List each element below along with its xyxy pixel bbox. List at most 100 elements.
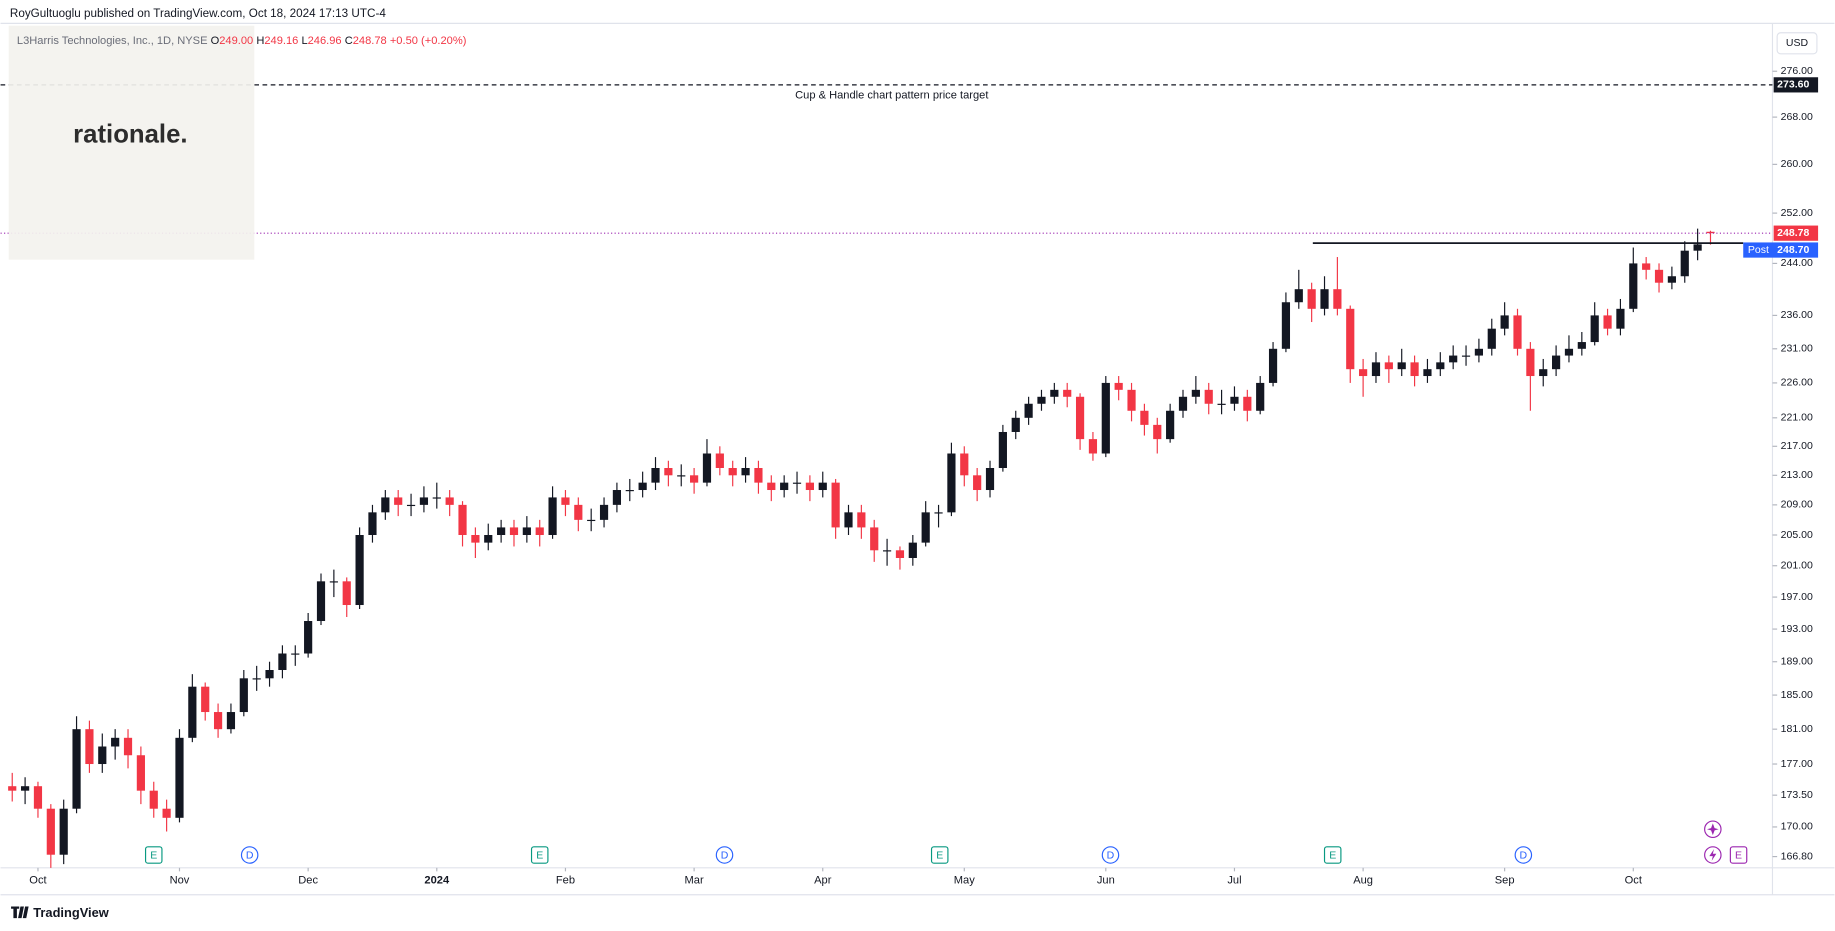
candle-body bbox=[1654, 269, 1664, 283]
candle-body bbox=[445, 497, 454, 505]
candle-body bbox=[239, 678, 248, 713]
event-badge[interactable] bbox=[1514, 846, 1533, 864]
candle-body bbox=[484, 535, 493, 543]
legend-value: 249.00 bbox=[219, 35, 253, 47]
candle-body bbox=[1320, 289, 1329, 309]
candle-body bbox=[1642, 263, 1651, 270]
y-tick-label: 252.00 bbox=[1781, 207, 1813, 219]
candle-body bbox=[1423, 369, 1432, 377]
candle-body bbox=[998, 431, 1007, 469]
candle-body bbox=[934, 512, 943, 514]
event-badge[interactable] bbox=[1101, 846, 1120, 864]
candle-body bbox=[792, 482, 802, 484]
candle-body bbox=[1166, 410, 1175, 440]
candle-body bbox=[921, 512, 930, 543]
legend-value: 249.16 bbox=[264, 35, 298, 47]
candle-body bbox=[1127, 389, 1136, 411]
x-tick-label: Sep bbox=[1495, 875, 1515, 887]
icon bbox=[1706, 823, 1719, 836]
candle-body bbox=[1371, 362, 1381, 377]
candle-body bbox=[612, 490, 622, 505]
candle-body bbox=[1461, 355, 1471, 357]
y-tick-label: 201.00 bbox=[1781, 560, 1813, 572]
candle-body bbox=[1539, 369, 1548, 377]
currency[interactable]: USD bbox=[1786, 37, 1809, 49]
candle-body bbox=[98, 746, 107, 765]
candle-body bbox=[522, 527, 531, 536]
plot-area bbox=[0, 84, 1773, 868]
candle-body bbox=[1410, 362, 1419, 377]
event-badge[interactable] bbox=[715, 846, 734, 864]
candle-body bbox=[342, 581, 351, 606]
y-tick-label: 244.00 bbox=[1781, 257, 1813, 269]
y-tick-label: 170.00 bbox=[1781, 821, 1813, 833]
candle-body bbox=[535, 527, 544, 536]
post-tag bbox=[1743, 242, 1819, 258]
candle-body bbox=[85, 729, 94, 765]
candle-body bbox=[291, 653, 300, 655]
candle-body bbox=[1359, 369, 1368, 377]
candle-body bbox=[226, 712, 236, 730]
y-tick-label: 276.00 bbox=[1781, 65, 1813, 77]
candle-body bbox=[908, 542, 917, 558]
event-label: E bbox=[150, 849, 157, 861]
candle-body bbox=[419, 497, 429, 505]
legend-change: +0.50 (+0.20%) bbox=[390, 35, 467, 47]
candle-body bbox=[1307, 289, 1316, 309]
candle-body bbox=[394, 497, 403, 505]
y-tick-label: 177.00 bbox=[1781, 758, 1813, 770]
event-label: D bbox=[1520, 849, 1528, 861]
candle-body bbox=[59, 808, 68, 855]
candle-body bbox=[149, 790, 158, 809]
event-badge[interactable] bbox=[1729, 846, 1748, 864]
y-tick-label: 193.00 bbox=[1781, 623, 1813, 635]
price-tag bbox=[1773, 77, 1819, 93]
candle-body bbox=[1577, 342, 1586, 349]
candle-body bbox=[136, 755, 145, 791]
candle-body bbox=[162, 808, 171, 818]
candle-body bbox=[265, 670, 274, 679]
x-tick-label: Jun bbox=[1097, 875, 1115, 887]
candle-body bbox=[1346, 308, 1355, 370]
candle-body bbox=[870, 527, 879, 551]
y-tick-label: 189.00 bbox=[1781, 656, 1813, 668]
x-tick-label: Oct bbox=[1625, 875, 1642, 887]
symbol: L3Harris Technologies, Inc., 1D, NYSE bbox=[17, 35, 208, 47]
y-tick-label: 260.00 bbox=[1781, 158, 1813, 170]
candle-body bbox=[574, 504, 583, 520]
footer-logo bbox=[11, 906, 29, 919]
candle-body bbox=[8, 786, 17, 791]
currency-box[interactable] bbox=[1776, 32, 1818, 55]
candle-body bbox=[1397, 362, 1406, 370]
candle-body bbox=[304, 621, 313, 654]
candle-body bbox=[252, 678, 261, 680]
candle-body bbox=[509, 527, 519, 536]
candle-body bbox=[1487, 328, 1496, 349]
legend-value: 248.78 bbox=[353, 35, 387, 47]
candle-body bbox=[497, 527, 506, 536]
legend-key: L bbox=[301, 35, 307, 47]
candle-body bbox=[1256, 382, 1265, 411]
event-badge bbox=[1323, 846, 1342, 864]
watermark-box bbox=[8, 25, 255, 260]
candle-body bbox=[123, 737, 133, 756]
candle-body bbox=[1629, 263, 1638, 309]
candle-body bbox=[1191, 389, 1200, 397]
candle-body bbox=[1436, 362, 1445, 370]
candle-body bbox=[1680, 250, 1689, 277]
candle-body bbox=[947, 453, 956, 513]
candle-body bbox=[664, 468, 673, 476]
candle-body bbox=[677, 475, 686, 477]
candle-body bbox=[1230, 396, 1239, 404]
legend-key: C bbox=[345, 35, 353, 47]
candle-body bbox=[1294, 289, 1303, 303]
candle-body bbox=[857, 512, 866, 528]
candle-body bbox=[1217, 403, 1226, 405]
y-tick-label: 173.50 bbox=[1781, 789, 1813, 801]
candle-body bbox=[1526, 348, 1535, 377]
event-badge[interactable] bbox=[240, 846, 259, 864]
event-label: E bbox=[936, 849, 943, 861]
